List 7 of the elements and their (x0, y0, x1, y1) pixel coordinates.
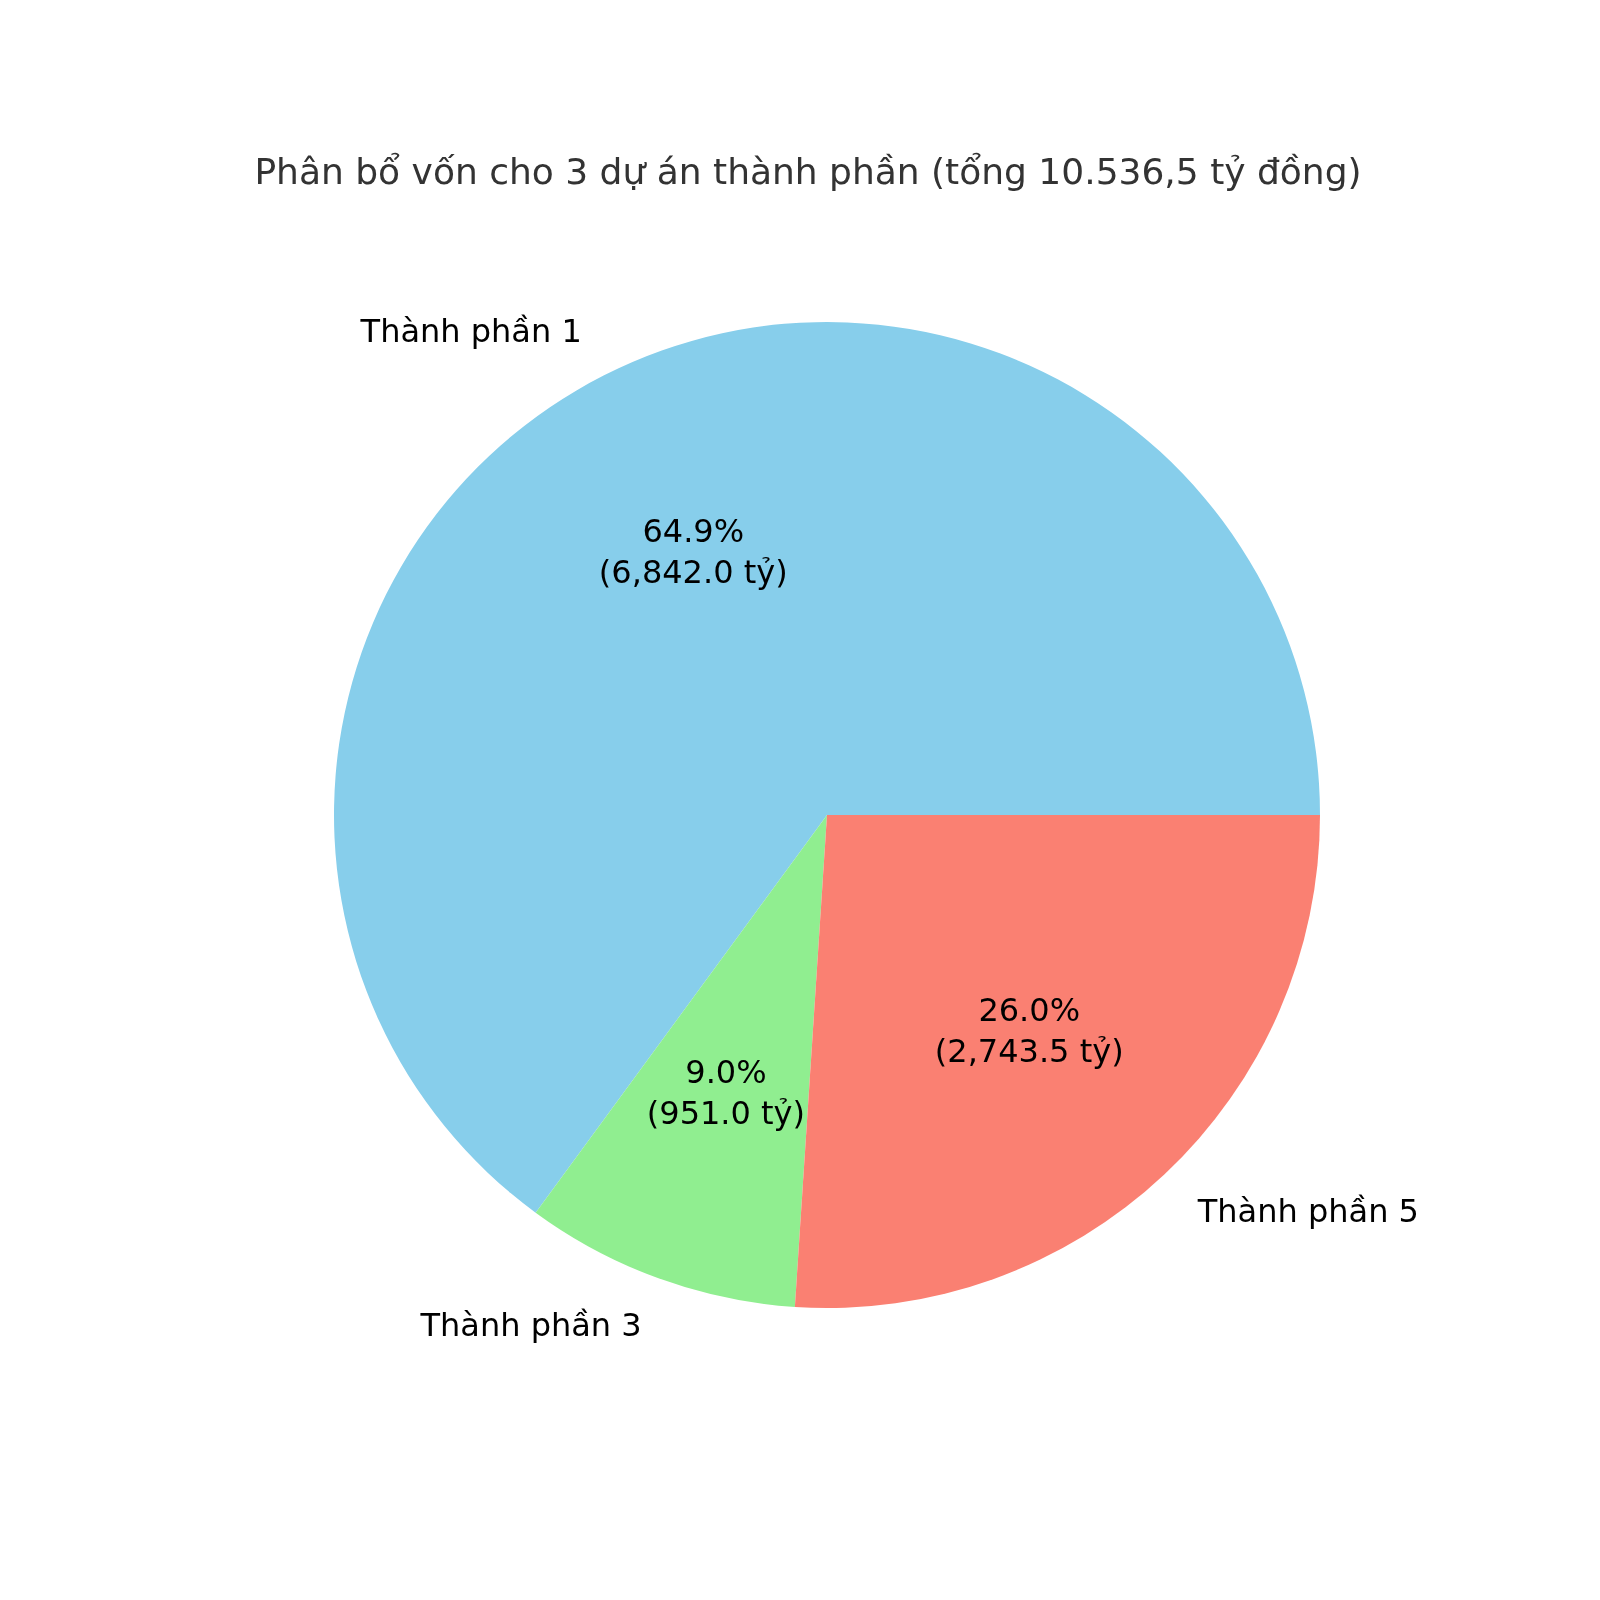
chart-title: Phân bổ vốn cho 3 dự án thành phần (tổng 10.536,5 tỷ đồng) (254, 150, 1362, 192)
data-label: 9.0% (951.0 tỷ) (646, 1053, 806, 1133)
data-label: 64.9% (6,842.0 tỷ) (598, 511, 788, 591)
data-label: 26.0% (2,743.5 tỷ) (934, 991, 1124, 1071)
slice-label: Thành phần 5 (1196, 1191, 1419, 1230)
slice-label: Thành phần 1 (359, 312, 582, 351)
slice-label: Thành phần 3 (419, 1305, 642, 1344)
